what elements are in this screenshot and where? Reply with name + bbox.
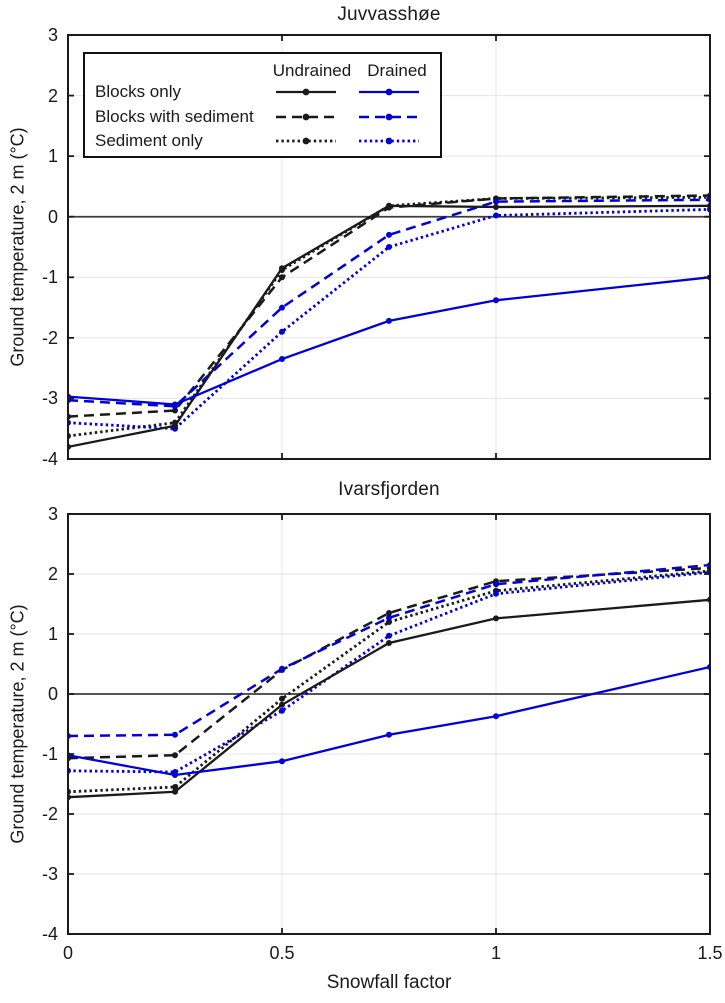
series-marker-juvvassh-e-drained-blocks-with-sediment: [386, 231, 392, 238]
series-marker-ivarsfjorden-undrained-blocks-with-sediment: [386, 610, 392, 616]
series-line-juvvassh-e-undrained-blocks-only: [68, 204, 710, 449]
series-marker-ivarsfjorden-drained-blocks-only: [386, 731, 392, 738]
juvvassh-e-y-tick-label: 2: [47, 85, 58, 106]
series-marker-ivarsfjorden-drained-blocks-only: [172, 772, 178, 778]
series-line-juvvassh-e-drained-blocks-only: [68, 276, 710, 406]
ivarsfjorden-y-tick-label: 2: [47, 564, 58, 584]
juvvassh-e-y-tick-label: 1: [47, 146, 58, 167]
ivarsfjorden-plot-frame: [67, 513, 711, 935]
plot-title-juvvasshoe: Juvvasshøe: [337, 4, 441, 25]
series-marker-ivarsfjorden-undrained-sediment-only: [279, 695, 285, 702]
series-line-juvvassh-e-drained-blocks-with-sediment: [68, 198, 710, 408]
juvvassh-e-y-tick-label: 0: [47, 206, 58, 227]
x-tick-label: 0: [62, 943, 73, 963]
legend-header-drained: Drained: [367, 61, 427, 80]
ivarsfjorden-y-tick-label: -4: [41, 924, 58, 944]
series-marker-juvvassh-e-undrained-blocks-only: [493, 204, 499, 211]
ivarsfjorden-y-tick-label: -3: [41, 864, 58, 884]
ivarsfjorden-y-tick-label: -1: [41, 744, 58, 764]
series-marker-ivarsfjorden-undrained-blocks-only: [279, 701, 285, 708]
series-line-juvvassh-e-undrained-blocks-with-sediment: [68, 194, 710, 418]
legend: Undrained Drained Blocks only Blocks wit…: [83, 52, 442, 158]
series-line-ivarsfjorden-drained-sediment-only: [68, 570, 710, 774]
series-marker-ivarsfjorden-undrained-blocks-with-sediment: [172, 752, 178, 759]
series-line-ivarsfjorden-undrained-sediment-only: [68, 569, 710, 794]
series-marker-juvvassh-e-drained-blocks-only: [493, 297, 499, 304]
series-line-ivarsfjorden-drained-blocks-only: [68, 665, 710, 777]
series-marker-juvvassh-e-undrained-blocks-only: [172, 422, 178, 429]
legend-sample-undrained-dotted-icon: [276, 137, 336, 145]
series-marker-ivarsfjorden-drained-blocks-with-sediment: [172, 731, 178, 738]
series-marker-ivarsfjorden-drained-sediment-only: [279, 707, 285, 714]
x-tick-label: 0.5: [269, 943, 295, 963]
series-marker-juvvassh-e-drained-blocks-with-sediment: [279, 304, 285, 311]
series-marker-ivarsfjorden-undrained-sediment-only: [386, 619, 392, 625]
legend-label-blocks-only: Blocks only: [95, 82, 181, 101]
series-marker-juvvassh-e-drained-sediment-only: [279, 328, 285, 335]
series-marker-ivarsfjorden-drained-blocks-only: [493, 713, 499, 720]
legend-sample-drained-dashed-icon: [359, 113, 419, 121]
series-marker-ivarsfjorden-undrained-blocks-only: [386, 640, 392, 646]
juvvassh-e-y-tick-label: -2: [41, 327, 58, 348]
series-marker-ivarsfjorden-drained-sediment-only: [493, 590, 499, 597]
series-marker-ivarsfjorden-undrained-blocks-only: [172, 788, 178, 795]
series-marker-juvvassh-e-drained-blocks-only: [279, 356, 285, 363]
legend-sample-drained-dotted-icon: [359, 137, 419, 145]
ivarsfjorden-y-tick-label: 0: [47, 684, 58, 704]
legend-sample-undrained-dashed-icon: [276, 113, 336, 121]
x-axis-label: Snowfall factor: [326, 972, 452, 993]
legend-sample-undrained-solid-icon: [276, 88, 336, 96]
juvvassh-e-plot-frame: [67, 34, 711, 460]
series-marker-juvvassh-e-drained-sediment-only: [386, 244, 392, 250]
juvvassh-e-y-tick-label: -1: [41, 267, 58, 288]
series-marker-ivarsfjorden-drained-blocks-with-sediment: [279, 665, 285, 672]
series-marker-juvvassh-e-drained-sediment-only: [493, 212, 499, 219]
series-marker-juvvassh-e-drained-blocks-only: [386, 317, 392, 324]
series-marker-ivarsfjorden-drained-blocks-with-sediment: [386, 614, 392, 621]
ivarsfjorden-y-tick-label: -2: [41, 804, 58, 824]
juvvassh-e-y-tick-label: -3: [41, 388, 58, 409]
legend-header-undrained: Undrained: [272, 61, 352, 80]
juvvassh-e-y-tick-label: 3: [47, 25, 58, 45]
series-marker-ivarsfjorden-drained-blocks-only: [279, 758, 285, 765]
ivarsfjorden-y-tick-label: 3: [47, 504, 58, 524]
series-marker-ivarsfjorden-undrained-blocks-only: [493, 615, 499, 622]
series-marker-juvvassh-e-drained-blocks-with-sediment: [493, 198, 499, 205]
series-marker-ivarsfjorden-undrained-sediment-only: [172, 784, 178, 790]
plot-title-ivarsfjorden: Ivarsfjorden: [338, 479, 440, 500]
series-line-ivarsfjorden-undrained-blocks-with-sediment: [68, 566, 710, 760]
series-marker-ivarsfjorden-drained-sediment-only: [386, 632, 392, 639]
series-marker-juvvassh-e-drained-blocks-only: [172, 401, 178, 408]
series-marker-ivarsfjorden-drained-blocks-with-sediment: [493, 581, 499, 588]
series-marker-juvvassh-e-undrained-blocks-with-sediment: [172, 407, 178, 414]
legend-sample-drained-solid-icon: [359, 88, 419, 96]
series-line-ivarsfjorden-undrained-blocks-only: [68, 598, 710, 799]
series-line-ivarsfjorden-drained-blocks-with-sediment: [68, 563, 710, 738]
x-tick-label: 1: [490, 943, 501, 963]
x-tick-label: 1.5: [697, 943, 723, 963]
series-marker-juvvassh-e-undrained-blocks-only: [386, 202, 392, 209]
legend-label-sediment-only: Sediment only: [95, 131, 203, 150]
series-line-juvvassh-e-drained-sediment-only: [68, 208, 710, 431]
series-marker-juvvassh-e-undrained-blocks-only: [279, 265, 285, 272]
series-marker-juvvassh-e-undrained-blocks-with-sediment: [279, 274, 285, 281]
legend-label-blocks-with-sediment: Blocks with sediment: [95, 107, 254, 126]
juvvassh-e-y-tick-label: -4: [41, 449, 58, 469]
ivarsfjorden-y-tick-label: 1: [47, 624, 58, 644]
